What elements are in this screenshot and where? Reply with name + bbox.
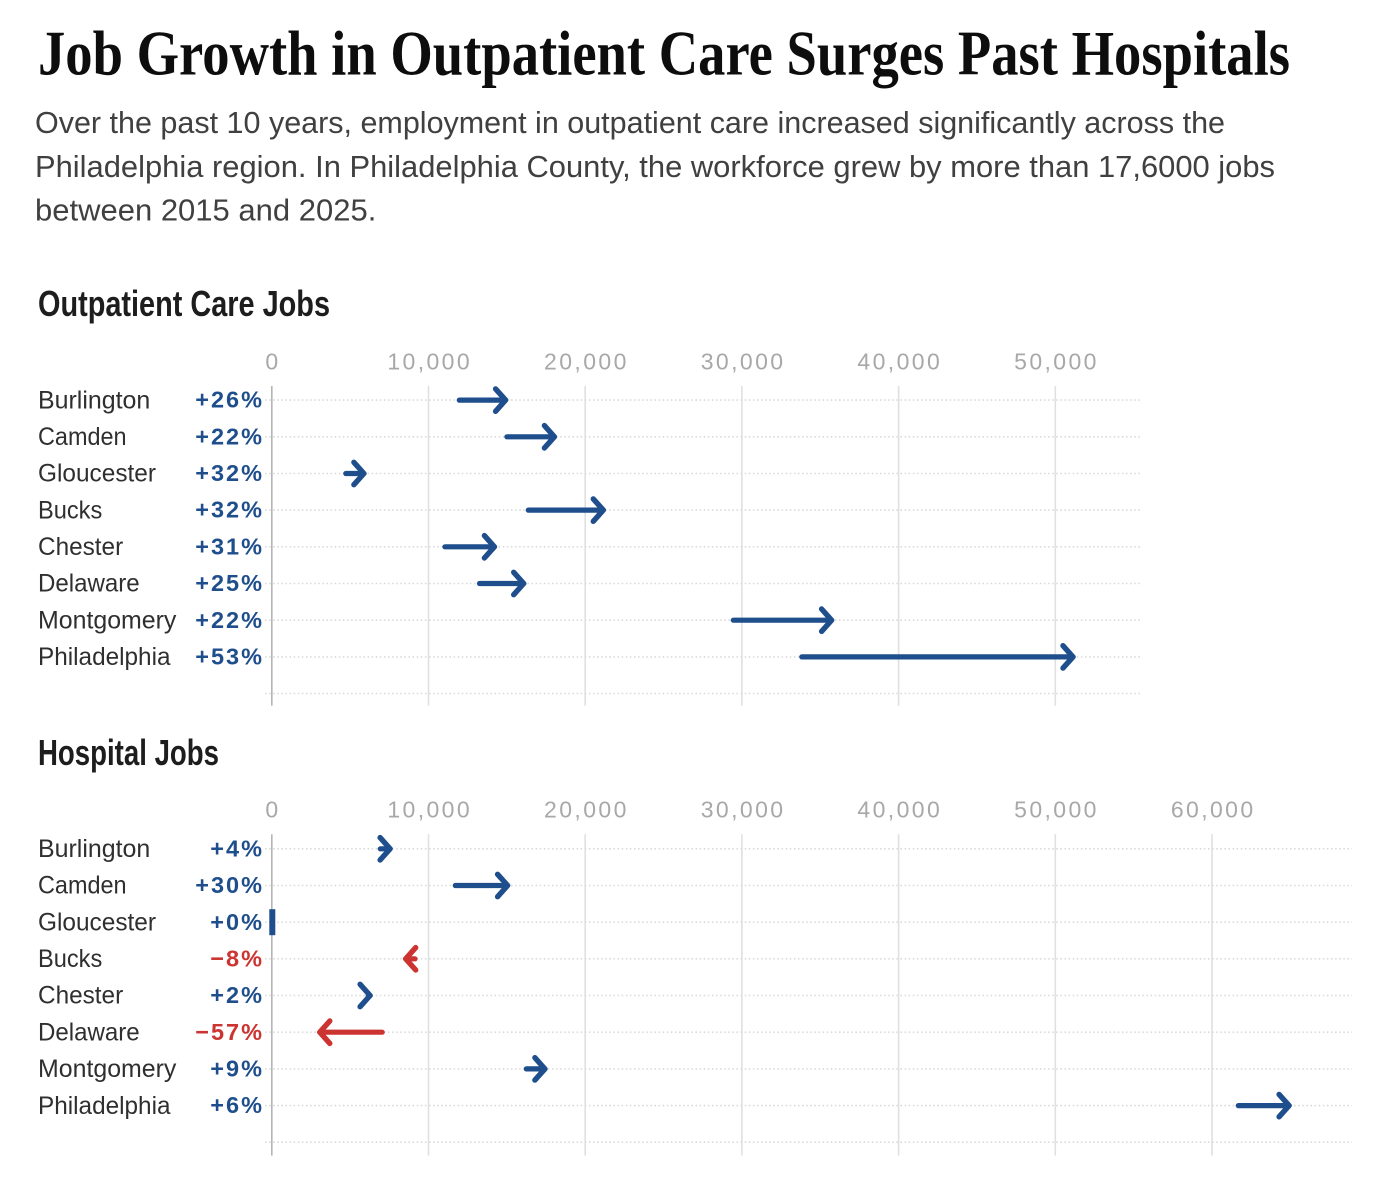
svg-text:Over the past 10 years, employ: Over the past 10 years, employment in ou… <box>35 105 1225 140</box>
svg-text:Job Growth in Outpatient Care: Job Growth in Outpatient Care Surges Pas… <box>38 19 1290 89</box>
svg-text:Outpatient Care Jobs: Outpatient Care Jobs <box>38 283 330 324</box>
svg-text:Gloucester: Gloucester <box>38 908 156 936</box>
svg-text:+32%: +32% <box>195 497 264 523</box>
svg-text:−57%: −57% <box>195 1019 264 1045</box>
svg-text:+6%: +6% <box>210 1092 264 1118</box>
svg-text:Montgomery: Montgomery <box>38 1055 177 1083</box>
svg-text:+22%: +22% <box>195 607 264 633</box>
svg-text:0: 0 <box>265 349 280 375</box>
svg-text:+31%: +31% <box>195 533 264 559</box>
svg-text:Camden: Camden <box>38 423 127 451</box>
svg-text:Burlington: Burlington <box>38 386 150 414</box>
svg-text:Delaware: Delaware <box>38 1018 140 1046</box>
svg-text:Delaware: Delaware <box>38 570 140 598</box>
svg-text:Bucks: Bucks <box>38 945 102 973</box>
svg-text:−8%: −8% <box>210 945 264 971</box>
svg-text:+26%: +26% <box>195 387 264 413</box>
svg-text:30,000: 30,000 <box>701 349 786 375</box>
svg-text:between 2015 and 2025.: between 2015 and 2025. <box>35 193 376 228</box>
svg-text:50,000: 50,000 <box>1014 349 1099 375</box>
svg-text:+4%: +4% <box>210 835 264 861</box>
svg-text:50,000: 50,000 <box>1014 797 1099 823</box>
svg-text:+32%: +32% <box>195 460 264 486</box>
svg-text:20,000: 20,000 <box>544 797 629 823</box>
svg-text:Burlington: Burlington <box>38 835 150 863</box>
svg-text:+25%: +25% <box>195 570 264 596</box>
svg-text:Chester: Chester <box>38 533 123 561</box>
svg-text:+30%: +30% <box>195 872 264 898</box>
svg-text:Gloucester: Gloucester <box>38 460 156 488</box>
svg-text:Bucks: Bucks <box>38 496 102 524</box>
svg-text:30,000: 30,000 <box>701 797 786 823</box>
svg-text:10,000: 10,000 <box>387 797 472 823</box>
svg-text:20,000: 20,000 <box>544 349 629 375</box>
svg-text:+9%: +9% <box>210 1056 264 1082</box>
svg-text:+22%: +22% <box>195 423 264 449</box>
svg-text:40,000: 40,000 <box>857 349 942 375</box>
svg-text:Philadelphia region. In Philad: Philadelphia region. In Philadelphia Cou… <box>35 149 1275 184</box>
svg-text:Chester: Chester <box>38 982 123 1010</box>
svg-text:Philadelphia: Philadelphia <box>38 643 171 671</box>
svg-text:60,000: 60,000 <box>1171 797 1256 823</box>
svg-text:40,000: 40,000 <box>857 797 942 823</box>
svg-text:Camden: Camden <box>38 872 127 900</box>
svg-text:+2%: +2% <box>210 982 264 1008</box>
svg-text:0: 0 <box>265 797 280 823</box>
svg-text:+53%: +53% <box>195 644 264 670</box>
svg-text:Hospital Jobs: Hospital Jobs <box>38 732 219 773</box>
svg-text:Philadelphia: Philadelphia <box>38 1092 171 1120</box>
svg-text:+0%: +0% <box>210 909 264 935</box>
svg-text:Montgomery: Montgomery <box>38 606 177 634</box>
svg-text:10,000: 10,000 <box>387 349 472 375</box>
